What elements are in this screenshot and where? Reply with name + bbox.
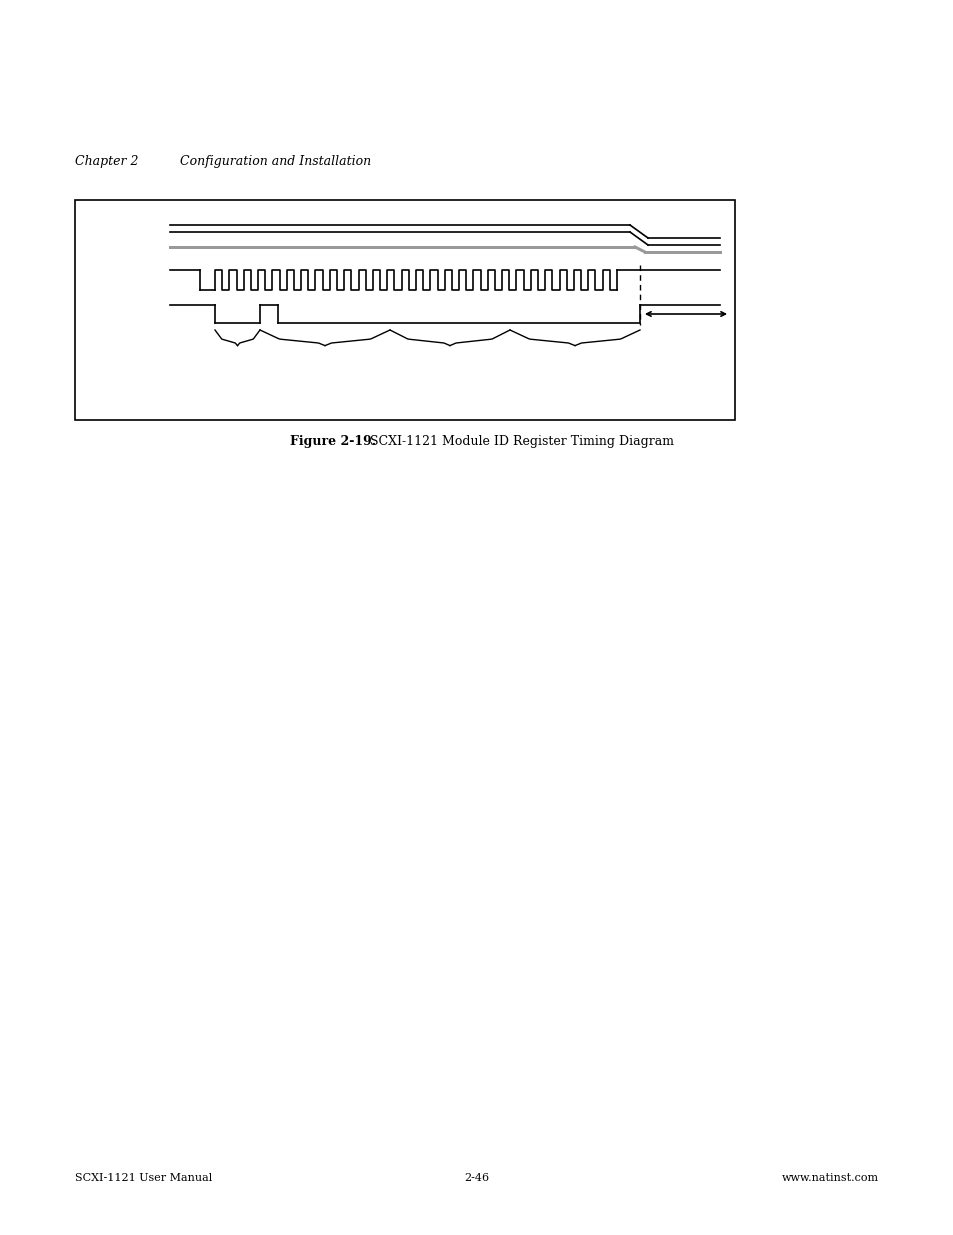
Text: SCXI-1121 Module ID Register Timing Diagram: SCXI-1121 Module ID Register Timing Diag… [370,435,673,448]
Text: Chapter 2: Chapter 2 [75,156,138,168]
Text: Figure 2-19.: Figure 2-19. [290,435,375,448]
Text: www.natinst.com: www.natinst.com [781,1173,878,1183]
Text: 2-46: 2-46 [464,1173,489,1183]
Bar [75,200,734,420]
Text: SCXI-1121 User Manual: SCXI-1121 User Manual [75,1173,212,1183]
Text: Configuration and Installation: Configuration and Installation [180,156,371,168]
